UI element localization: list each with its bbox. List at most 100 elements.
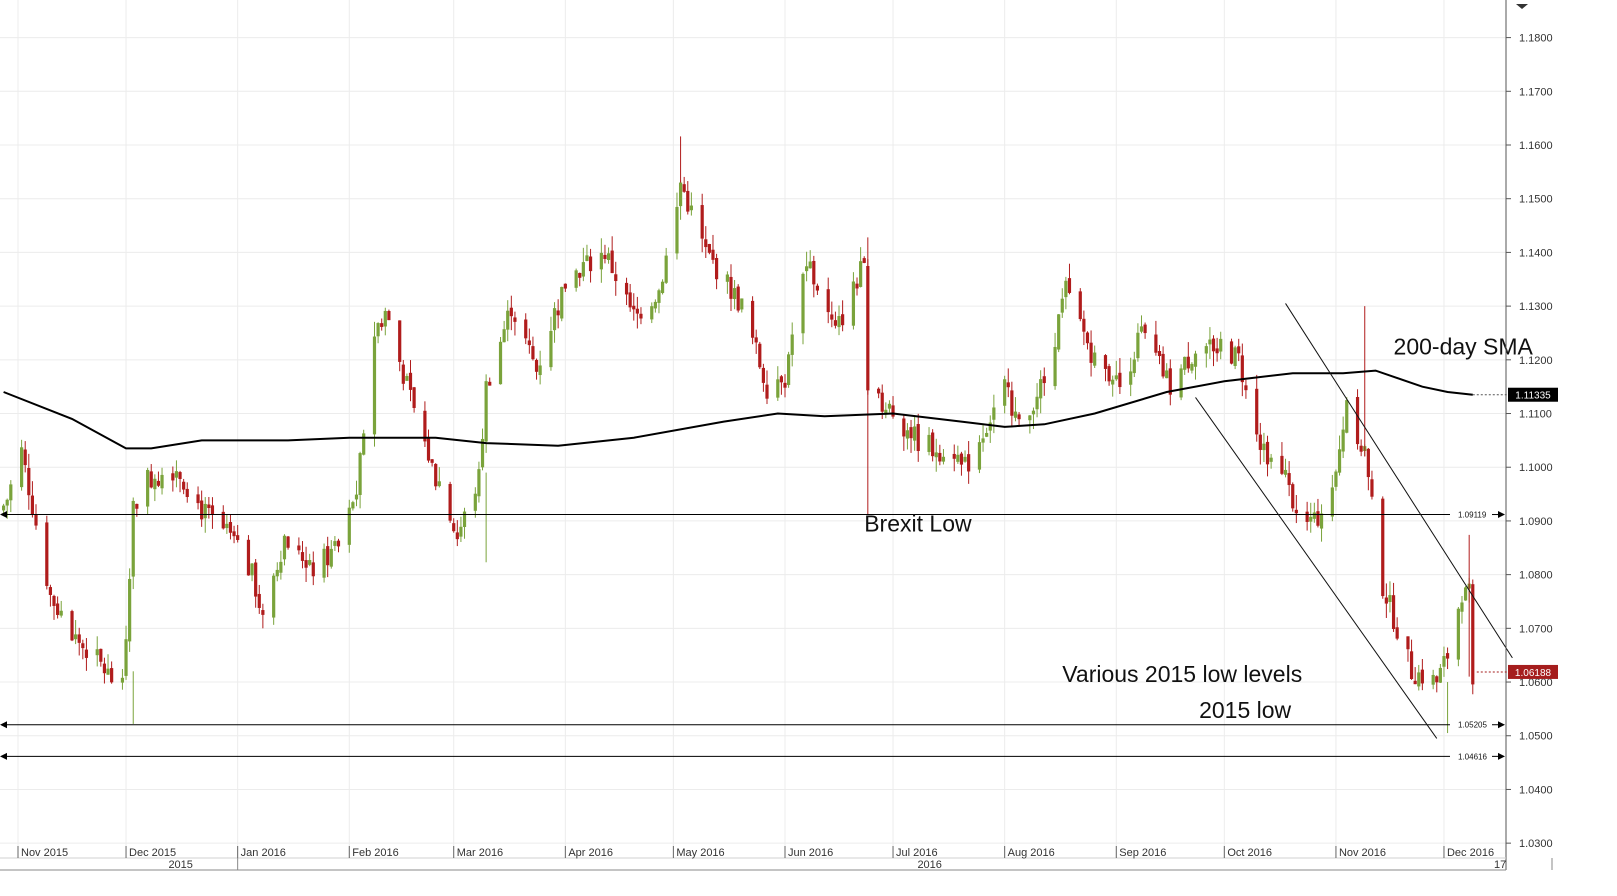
candle-down	[102, 663, 107, 674]
y-tick-label: 1.1800	[1519, 33, 1553, 45]
candle-down	[1157, 351, 1162, 357]
candle-down	[1316, 511, 1320, 526]
candle-up	[1204, 346, 1208, 354]
candle-down	[171, 473, 175, 481]
scroll-down-icon[interactable]	[1516, 4, 1528, 9]
candle-up	[1139, 326, 1144, 332]
x-tick-label: May 2016	[676, 847, 724, 859]
candle-down	[714, 257, 719, 280]
candle-up	[308, 560, 312, 565]
candle-down	[1010, 390, 1014, 416]
candle-up	[664, 255, 668, 283]
candle-up	[153, 478, 157, 490]
candle-down	[1078, 291, 1082, 320]
candle-up	[1262, 443, 1266, 451]
candle-down	[380, 323, 384, 327]
candle-down	[488, 381, 492, 386]
y-tick-label: 1.1600	[1519, 140, 1553, 152]
candle-up	[351, 502, 355, 509]
chart-annotations: 200-day SMA Brexit Low Various 2015 low le…	[864, 333, 1533, 723]
candle-down	[916, 424, 920, 452]
candle-up	[459, 526, 463, 537]
candle-up	[1053, 346, 1057, 387]
candle-down	[1413, 680, 1417, 685]
candle-up	[1309, 516, 1313, 522]
candle-up	[1013, 411, 1018, 418]
candle-down	[1107, 366, 1111, 382]
candle-down	[182, 481, 186, 490]
candle-up	[362, 433, 366, 455]
candle-down	[336, 540, 341, 547]
candle-up	[934, 452, 938, 458]
candle-up	[1208, 339, 1212, 345]
candle-up	[333, 541, 337, 546]
candle-down	[909, 427, 913, 439]
candle-down	[902, 418, 906, 437]
candle-down	[178, 472, 182, 479]
candle-down	[30, 495, 35, 515]
candle-up	[146, 469, 150, 507]
annotation-label: 2015 low	[1199, 697, 1291, 723]
y-tick-label: 1.1500	[1519, 194, 1553, 206]
candle-up	[851, 281, 856, 326]
candle-down	[563, 283, 567, 289]
candle-down	[1237, 346, 1241, 354]
candle-up	[128, 578, 132, 642]
candle-down	[286, 536, 290, 548]
candle-down	[1017, 414, 1021, 420]
candle-down	[70, 611, 74, 641]
candle-down	[246, 539, 251, 576]
candle-down	[1042, 376, 1046, 384]
candle-down	[149, 471, 153, 488]
candle-up	[905, 430, 910, 439]
candle-up	[1183, 356, 1187, 370]
candle-down	[711, 249, 715, 260]
x-tick-label: Jul 2016	[896, 847, 938, 859]
candle-down	[257, 593, 261, 608]
candle-down	[1211, 338, 1216, 352]
candle-down	[236, 535, 240, 540]
candle-up	[59, 610, 63, 616]
candle-up	[1057, 314, 1061, 350]
candle-up	[574, 270, 578, 288]
candle-down	[830, 314, 834, 320]
candle-up	[1028, 415, 1032, 421]
sma-line-layer	[3, 369, 1508, 450]
candle-down	[326, 546, 330, 566]
arrow-right-icon	[1498, 721, 1505, 729]
candle-down	[408, 372, 413, 390]
candle-down	[210, 505, 215, 514]
candle-down	[434, 463, 438, 487]
candle-down	[700, 205, 704, 239]
candle-down	[1471, 584, 1475, 685]
candle-up	[354, 494, 359, 500]
candle-up	[689, 205, 693, 211]
candle-up	[174, 471, 179, 478]
candle-up	[740, 298, 744, 310]
candle-down	[297, 545, 301, 551]
candle-down	[110, 668, 114, 683]
candle-down	[931, 432, 935, 457]
candle-down	[1391, 595, 1396, 630]
trend-line	[1195, 397, 1438, 739]
x-tick-label: Feb 2016	[352, 847, 398, 859]
candle-up	[272, 575, 276, 618]
candle-down	[841, 314, 845, 326]
candle-down	[1370, 479, 1374, 497]
candle-up	[1442, 656, 1446, 667]
candle-up	[484, 381, 488, 442]
candle-up	[383, 310, 387, 327]
candle-up	[106, 668, 110, 675]
candle-down	[52, 595, 56, 606]
candle-up	[225, 523, 229, 529]
candle-down	[81, 643, 85, 649]
candle-down	[891, 405, 895, 417]
candle-down	[967, 454, 971, 472]
candle-up	[1165, 370, 1169, 379]
candle-up	[1031, 410, 1036, 415]
candle-up	[678, 182, 683, 207]
candle-down	[311, 562, 315, 577]
candle-down	[196, 494, 200, 504]
candle-down	[1305, 511, 1309, 522]
year-label: 2016	[917, 859, 941, 871]
